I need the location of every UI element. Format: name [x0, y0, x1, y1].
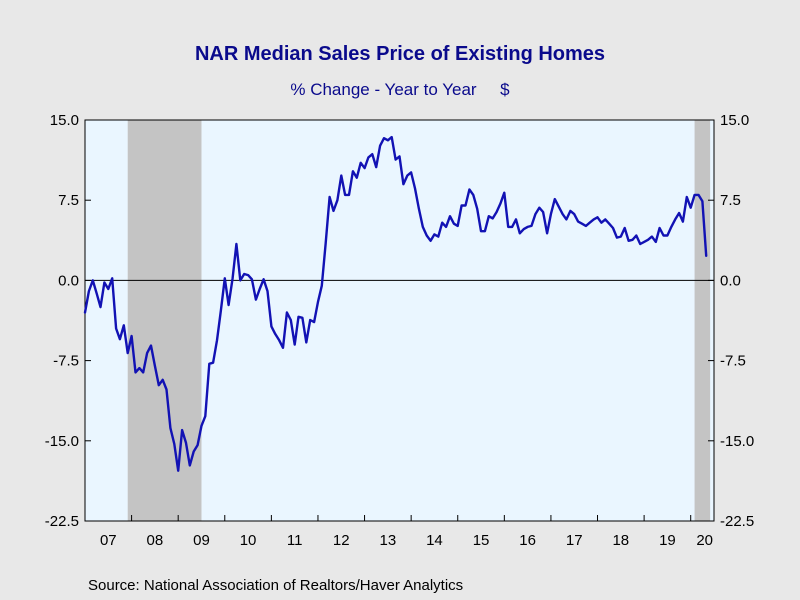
x-tick-label: 14: [426, 532, 443, 549]
plot-frame: [84, 119, 715, 522]
x-tick-label: 12: [333, 532, 350, 549]
x-tick-label: 08: [147, 532, 164, 549]
y-tick-label-left: -22.5: [45, 513, 79, 530]
x-tick-label: 20: [696, 532, 713, 549]
y-tick-label-left: -7.5: [53, 353, 79, 370]
x-tick-label: 17: [566, 532, 583, 549]
y-tick-label-right: 15.0: [720, 112, 749, 129]
chart-subtitle: % Change - Year to Year $: [290, 80, 510, 99]
y-tick-label-right: -15.0: [720, 433, 754, 450]
x-tick-label: 11: [287, 532, 303, 549]
y-tick-label-left: -15.0: [45, 433, 79, 450]
y-tick-label-left: 0.0: [58, 272, 79, 289]
series-line: [83, 135, 708, 472]
y-tick-label-right: 7.5: [720, 192, 741, 209]
recession-band: [694, 120, 711, 521]
y-tick-label-left: 15.0: [50, 112, 79, 129]
x-tick-label: 15: [473, 532, 490, 549]
y-tick-label-left: 7.5: [58, 192, 79, 209]
y-tick-label-right: -7.5: [720, 353, 746, 370]
chart-title: NAR Median Sales Price of Existing Homes: [195, 43, 605, 65]
x-tick-label: 16: [519, 532, 536, 549]
x-tick-label: 18: [612, 532, 629, 549]
plot-area: 15.0 15.0 7.5 7.5 0.0 0.0 -7.5 -7.5 -15.0 -15.0 -2…: [45, 112, 754, 549]
x-tick-label: 13: [380, 532, 397, 549]
source-note: Source: National Association of Realtors…: [88, 577, 463, 594]
y-tick-label-right: -22.5: [720, 513, 754, 530]
x-tick-label: 09: [193, 532, 210, 549]
x-tick-label: 19: [659, 532, 676, 549]
y-tick-label-right: 0.0: [720, 272, 741, 289]
recession-band: [127, 120, 202, 521]
x-tick-label: 07: [100, 532, 117, 549]
x-tick-label: 10: [240, 532, 257, 549]
